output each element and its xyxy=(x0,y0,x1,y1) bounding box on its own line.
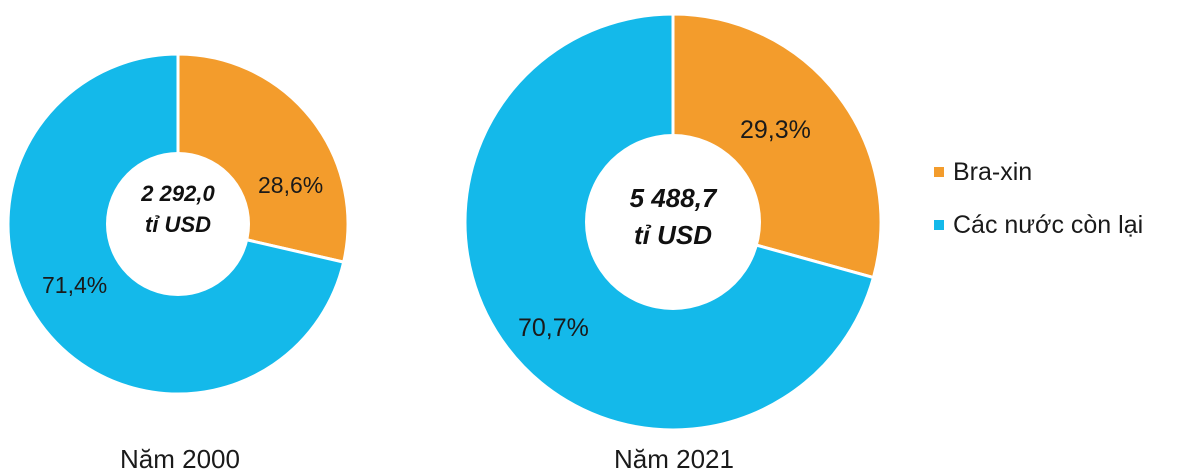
legend-label-cac-nuoc-con-lai: Các nước còn lại xyxy=(953,211,1143,239)
pie-2000-center-unit: tỉ USD xyxy=(145,212,211,237)
pie-2000-label-bra-xin: 28,6% xyxy=(258,172,323,198)
pie-2000-label-cac-nuoc-con-lai: 71,4% xyxy=(42,272,107,298)
pie-2021-center-value: 5 488,7 xyxy=(630,183,718,213)
pie-2000-center-value: 2 292,0 xyxy=(140,181,215,206)
pie-2021: 5 488,7 tỉ USD 29,3% 70,7% Năm 2021 xyxy=(463,12,883,472)
legend-swatch-cac-nuoc-con-lai xyxy=(934,220,944,230)
legend-label-bra-xin: Bra-xin xyxy=(953,158,1032,186)
pie-2021-title: Năm 2021 xyxy=(614,444,734,472)
pie-2000-title: Năm 2000 xyxy=(120,444,240,472)
legend-swatch-bra-xin xyxy=(934,167,944,177)
pie-2000-hole xyxy=(106,152,250,296)
pie-2021-hole xyxy=(585,134,761,310)
pie-2021-label-cac-nuoc-con-lai: 70,7% xyxy=(518,314,589,342)
pie-2000: 2 292,0 tỉ USD 28,6% 71,4% Năm 2000 xyxy=(6,52,350,472)
pie-2021-center-unit: tỉ USD xyxy=(634,220,712,250)
pie-2021-label-bra-xin: 29,3% xyxy=(740,116,811,144)
legend: Bra-xin Các nước còn lại xyxy=(934,158,1143,239)
